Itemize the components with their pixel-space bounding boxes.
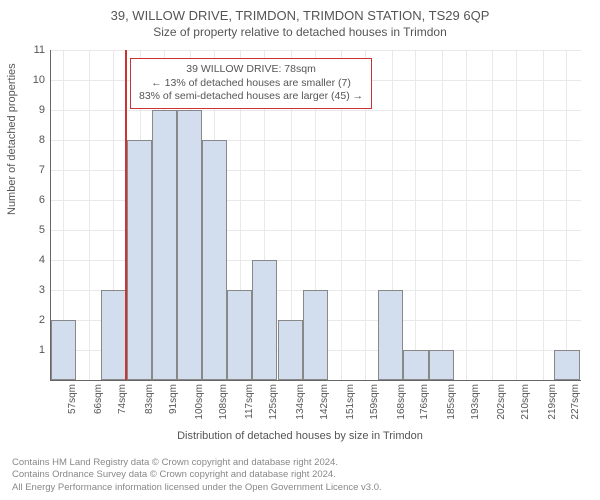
gridline-v [442,50,443,380]
x-tick-label: 117sqm [244,384,255,419]
histogram-bar [51,320,76,380]
histogram-bar [127,140,152,380]
x-tick-label: 219sqm [547,384,558,420]
x-axis-label: Distribution of detached houses by size … [0,430,600,442]
gridline-v [492,50,493,380]
x-tick-label: 100sqm [194,384,205,420]
y-tick-label: 1 [25,344,45,356]
x-tick-label: 151sqm [345,384,356,420]
footer-attribution: Contains HM Land Registry data © Crown c… [12,457,382,494]
histogram-bar [278,320,303,380]
gridline-v [415,50,416,380]
x-tick-label: 74sqm [117,384,128,414]
y-tick-label: 11 [25,44,45,56]
chart-title-main: 39, WILLOW DRIVE, TRIMDON, TRIMDON STATI… [0,0,600,23]
histogram-bar [202,140,227,380]
y-axis-label: Number of detached properties [6,63,18,215]
histogram-bar [403,350,428,380]
annotation-box: 39 WILLOW DRIVE: 78sqm ← 13% of detached… [130,58,372,109]
gridline-v [89,50,90,380]
x-tick-label: 168sqm [396,384,407,420]
histogram-bar [303,290,328,380]
chart-title-sub: Size of property relative to detached ho… [0,23,600,39]
x-tick-label: 202sqm [496,384,507,420]
gridline-h [51,50,581,51]
histogram-bar [227,290,252,380]
y-tick-label: 3 [25,284,45,296]
x-tick-label: 176sqm [419,384,430,420]
histogram-bar [152,110,177,380]
chart-plot-area: 123456789101157sqm66sqm74sqm83sqm91sqm10… [50,50,580,380]
x-tick-label: 142sqm [319,384,330,420]
x-tick-label: 193sqm [470,384,481,420]
y-tick-label: 5 [25,224,45,236]
x-tick-label: 227sqm [570,384,581,420]
footer-line1: Contains HM Land Registry data © Crown c… [12,457,382,469]
histogram-bar [101,290,126,380]
annotation-line1: 39 WILLOW DRIVE: 78sqm [139,63,363,77]
reference-line [125,50,127,380]
gridline-v [543,50,544,380]
x-tick-label: 185sqm [446,384,457,420]
histogram-bar [378,290,403,380]
y-tick-label: 6 [25,194,45,206]
gridline-h [51,110,581,111]
footer-line2: Contains Ordnance Survey data © Crown co… [12,469,382,481]
y-tick-label: 8 [25,134,45,146]
gridline-v [516,50,517,380]
x-tick-label: 83sqm [144,384,155,414]
chart-container: 39, WILLOW DRIVE, TRIMDON, TRIMDON STATI… [0,0,600,500]
histogram-bar [554,350,579,380]
x-tick-label: 210sqm [520,384,531,420]
x-tick-label: 134sqm [295,384,306,420]
y-tick-label: 10 [25,74,45,86]
y-tick-label: 7 [25,164,45,176]
x-tick-label: 108sqm [218,384,229,420]
y-tick-label: 2 [25,314,45,326]
annotation-line3: 83% of semi-detached houses are larger (… [139,90,363,104]
y-tick-label: 9 [25,104,45,116]
histogram-bar [429,350,454,380]
x-tick-label: 159sqm [369,384,380,420]
x-tick-label: 66sqm [93,384,104,414]
footer-line3: All Energy Performance information licen… [12,482,382,494]
histogram-bar [177,110,202,380]
annotation-line2: ← 13% of detached houses are smaller (7) [139,77,363,91]
x-tick-label: 57sqm [67,384,78,414]
y-tick-label: 4 [25,254,45,266]
gridline-v [566,50,567,380]
histogram-bar [252,260,277,380]
gridline-v [466,50,467,380]
x-tick-label: 125sqm [268,384,279,420]
x-tick-label: 91sqm [168,384,179,414]
